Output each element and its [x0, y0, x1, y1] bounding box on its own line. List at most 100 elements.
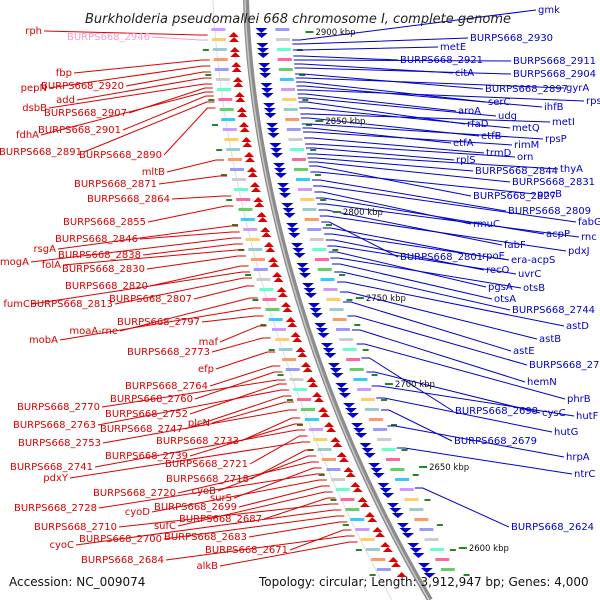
forward-gene-label[interactable]: etfA: [453, 138, 474, 149]
reverse-gene-label[interactable]: BURPS668_2830: [62, 264, 145, 275]
forward-gene-label[interactable]: orn: [517, 152, 533, 163]
forward-gene-label[interactable]: BURPS668_2827: [473, 191, 556, 202]
forward-gene-label[interactable]: rnc: [581, 232, 597, 243]
forward-gene-label[interactable]: pgsA: [488, 282, 513, 293]
reverse-gene-label[interactable]: BURPS668_2797: [117, 317, 200, 328]
forward-gene-label[interactable]: BURPS668_2831: [512, 177, 595, 188]
reverse-gene-label[interactable]: maf: [199, 337, 219, 348]
forward-gene-label[interactable]: BURPS668_2809: [508, 206, 591, 217]
forward-gene-label[interactable]: otsB: [523, 283, 545, 294]
forward-gene-label[interactable]: serC: [488, 97, 510, 108]
reverse-gene-label[interactable]: BURPS668_2891: [0, 147, 82, 158]
forward-gene-label[interactable]: rpsA: [586, 96, 600, 107]
reverse-gene-label[interactable]: BURPS668_2760: [110, 394, 193, 405]
reverse-gene-label[interactable]: BURPS668_2901: [38, 125, 121, 136]
reverse-gene-label[interactable]: fbp: [56, 68, 72, 79]
reverse-gene-label[interactable]: mogA: [0, 257, 29, 268]
forward-gene-label[interactable]: BURPS668_2698: [455, 406, 538, 417]
forward-gene-label[interactable]: BURPS668_2844: [475, 166, 558, 177]
reverse-gene-label[interactable]: BURPS668_2747: [100, 424, 183, 435]
forward-gene-label[interactable]: rplS: [456, 155, 476, 166]
reverse-gene-label[interactable]: BURPS668_2855: [63, 217, 146, 228]
reverse-gene-label[interactable]: BURPS668_2718: [166, 474, 249, 485]
reverse-gene-label[interactable]: BURPS668_2671: [205, 545, 288, 556]
forward-gene-label[interactable]: BURPS668_2709: [529, 360, 600, 371]
forward-gene-label[interactable]: BURPS668_2897: [485, 84, 568, 95]
reverse-gene-label[interactable]: BURPS668_2684: [81, 555, 164, 566]
reverse-gene-label[interactable]: BURPS668_2813: [30, 299, 113, 310]
reverse-gene-label[interactable]: alkB: [196, 561, 218, 572]
forward-gene-label[interactable]: acpP: [546, 229, 570, 240]
reverse-gene-label[interactable]: BURPS668_2752: [105, 409, 188, 420]
reverse-gene-label[interactable]: moaA-rne: [69, 326, 118, 337]
reverse-gene-label[interactable]: BURPS668_2864: [87, 194, 170, 205]
forward-gene-label[interactable]: recO: [486, 265, 510, 276]
forward-gene-label[interactable]: udg: [498, 111, 517, 122]
forward-gene-label[interactable]: ihfB: [544, 102, 564, 113]
forward-gene-label[interactable]: hutG: [554, 427, 578, 438]
reverse-gene-label[interactable]: BURPS668_2700: [79, 534, 162, 545]
reverse-gene-label[interactable]: sufC: [154, 521, 176, 532]
forward-gene-label[interactable]: BURPS668_2930: [470, 33, 553, 44]
reverse-gene-label[interactable]: BURPS668_2733: [156, 436, 239, 447]
reverse-gene-label[interactable]: fumC: [3, 299, 30, 310]
reverse-gene-label[interactable]: BURPS668_2739: [105, 451, 188, 462]
reverse-gene-label[interactable]: BURPS668_2721: [165, 459, 248, 470]
reverse-gene-label[interactable]: BURPS668_2741: [10, 462, 93, 473]
reverse-gene-label[interactable]: BURPS668_2820: [65, 281, 148, 292]
forward-gene-label[interactable]: gyrA: [566, 83, 589, 94]
forward-gene-label[interactable]: ntrC: [574, 469, 595, 480]
forward-gene-label[interactable]: astB: [539, 334, 561, 345]
forward-gene-label[interactable]: rpsP: [545, 134, 567, 145]
reverse-gene-label[interactable]: fdhA: [16, 130, 39, 141]
forward-gene-label[interactable]: otsA: [494, 294, 516, 305]
reverse-gene-label[interactable]: BURPS668_2710: [34, 522, 117, 533]
reverse-gene-label[interactable]: BURPS668_2946: [67, 32, 150, 43]
reverse-gene-label[interactable]: pepN: [21, 83, 47, 94]
reverse-gene-label[interactable]: BURPS668_2773: [127, 347, 210, 358]
reverse-gene-label[interactable]: BURPS668_2770: [17, 402, 100, 413]
reverse-gene-label[interactable]: BURPS668_2687: [179, 514, 262, 525]
reverse-gene-label[interactable]: rph: [25, 26, 42, 37]
reverse-gene-label[interactable]: folA: [42, 260, 61, 271]
reverse-gene-label[interactable]: BURPS668_2764: [125, 381, 208, 392]
reverse-gene-label[interactable]: add: [56, 95, 75, 106]
reverse-gene-label[interactable]: BURPS668_2920: [41, 81, 124, 92]
forward-gene-label[interactable]: cysC: [542, 408, 566, 419]
forward-gene-label[interactable]: gmk: [538, 5, 560, 16]
reverse-gene-label[interactable]: cyoC: [49, 540, 74, 551]
reverse-gene-label[interactable]: efp: [198, 364, 214, 375]
forward-gene-label[interactable]: rmuC: [473, 219, 500, 230]
forward-gene-label[interactable]: metQ: [512, 123, 540, 134]
reverse-gene-label[interactable]: dsbB: [22, 103, 47, 114]
forward-gene-label[interactable]: aroA: [458, 106, 481, 117]
forward-gene-label[interactable]: rimM: [514, 140, 539, 151]
reverse-gene-label[interactable]: surS: [210, 493, 232, 504]
forward-gene-label[interactable]: hemN: [527, 377, 557, 388]
forward-gene-label[interactable]: hutF: [576, 411, 599, 422]
reverse-gene-label[interactable]: BURPS668_2890: [79, 150, 162, 161]
forward-gene-label[interactable]: BURPS668_2911: [513, 56, 596, 67]
forward-gene-label[interactable]: rpoE: [482, 251, 505, 262]
reverse-gene-label[interactable]: plcN: [188, 418, 210, 429]
forward-gene-label[interactable]: BURPS668_2801: [400, 252, 483, 263]
reverse-gene-label[interactable]: cyoB: [192, 486, 217, 497]
forward-gene-label[interactable]: BURPS668_2904: [513, 69, 596, 80]
forward-gene-label[interactable]: era-acpS: [511, 255, 555, 266]
forward-gene-label[interactable]: pncB: [537, 189, 562, 200]
reverse-gene-label[interactable]: cyoD: [125, 507, 151, 518]
reverse-gene-label[interactable]: pdxY: [43, 473, 69, 484]
forward-gene-label[interactable]: hrpA: [566, 452, 590, 463]
forward-gene-label[interactable]: etfB: [481, 131, 502, 142]
reverse-gene-label[interactable]: BURPS668_2763: [13, 420, 96, 431]
forward-gene-label[interactable]: fabF: [504, 240, 526, 251]
reverse-gene-label[interactable]: mobA: [29, 335, 58, 346]
reverse-gene-label[interactable]: BURPS668_2699: [154, 502, 237, 513]
forward-gene-label[interactable]: BURPS668_2744: [512, 305, 595, 316]
forward-gene-label[interactable]: astD: [566, 321, 589, 332]
forward-gene-label[interactable]: phrB: [567, 394, 591, 405]
reverse-gene-label[interactable]: BURPS668_2838: [58, 250, 141, 261]
forward-gene-label[interactable]: BURPS668_2679: [454, 436, 537, 447]
reverse-gene-label[interactable]: BURPS668_2907: [44, 108, 127, 119]
forward-gene-label[interactable]: BURPS668_2921: [400, 55, 483, 66]
